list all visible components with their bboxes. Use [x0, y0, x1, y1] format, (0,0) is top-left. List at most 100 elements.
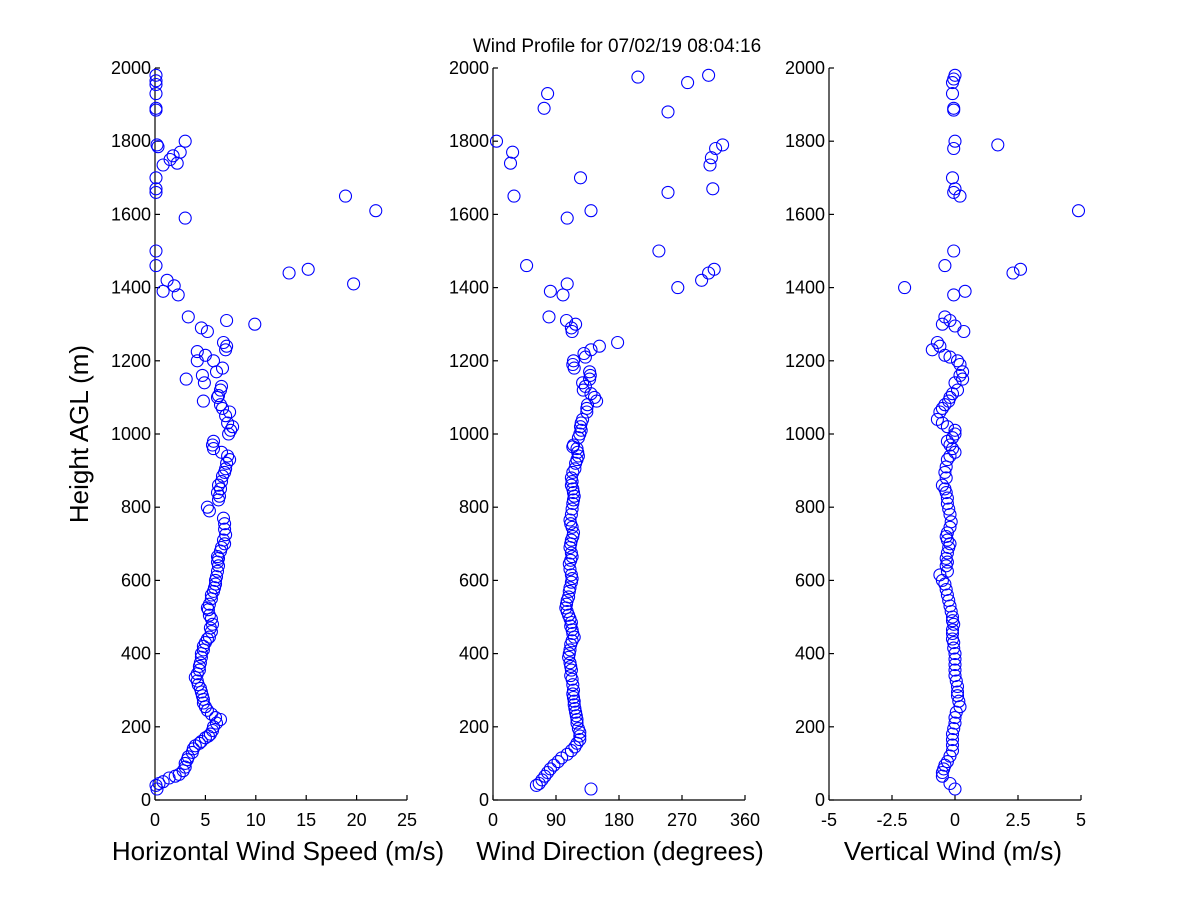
data-point: [220, 313, 234, 328]
data-point: [209, 716, 224, 730]
data-point: [945, 387, 960, 401]
data-points: [489, 68, 730, 796]
data-point: [947, 722, 961, 736]
data-point: [944, 604, 958, 619]
data-point: [695, 273, 709, 287]
data-point: [202, 597, 216, 611]
data-point: [188, 739, 202, 753]
data-point: [925, 343, 939, 357]
data-point: [190, 345, 204, 359]
data-point: [652, 244, 666, 258]
x-tick-label: 15: [296, 810, 316, 830]
data-point: [1071, 204, 1086, 218]
data-point: [185, 745, 199, 759]
data-point: [949, 674, 963, 688]
data-point: [204, 588, 218, 602]
data-point: [221, 449, 235, 463]
x-tick-label: 5: [200, 810, 210, 830]
data-point: [560, 211, 574, 225]
data-point: [661, 105, 675, 119]
x-tick-label: 25: [397, 810, 417, 830]
data-point: [565, 672, 579, 686]
data-point: [945, 442, 960, 456]
data-point: [947, 636, 961, 650]
data-point: [218, 522, 232, 536]
y-tick-label: 400: [459, 644, 489, 664]
data-point: [584, 204, 598, 218]
data-point: [167, 279, 181, 293]
data-point: [489, 134, 504, 148]
data-point: [152, 776, 166, 791]
data-point: [503, 156, 518, 170]
data-point: [202, 504, 216, 518]
x-tick-label: 2.5: [1005, 810, 1030, 830]
data-point: [942, 394, 956, 408]
y-tick-label: 1200: [111, 351, 151, 371]
data-point: [542, 310, 556, 324]
data-point: [947, 244, 961, 258]
y-tick-label: 0: [141, 790, 151, 810]
data-point: [149, 185, 163, 199]
data-point: [661, 185, 675, 199]
data-point: [706, 182, 720, 196]
data-point: [218, 537, 232, 551]
data-point: [569, 456, 583, 470]
y-tick-label: 1800: [449, 131, 489, 151]
data-point: [564, 575, 578, 589]
data-point: [564, 637, 578, 652]
data-point: [943, 438, 957, 452]
data-point: [196, 394, 210, 408]
data-point: [565, 502, 579, 516]
data-point: [218, 517, 232, 531]
data-point: [149, 103, 163, 117]
data-point: [170, 156, 184, 170]
data-point: [956, 372, 970, 386]
x-tick-label: 90: [546, 810, 566, 830]
y-tick-label: 200: [121, 717, 151, 737]
data-point: [507, 189, 521, 203]
y-tick-label: 1400: [449, 278, 489, 298]
data-point: [218, 465, 232, 479]
data-point: [935, 401, 949, 415]
data-point: [671, 281, 685, 295]
data-point: [150, 138, 164, 152]
y-tick-label: 1000: [449, 424, 489, 444]
data-point: [151, 140, 165, 154]
data-point: [196, 696, 210, 710]
data-point: [938, 465, 952, 479]
data-point: [948, 427, 962, 441]
data-point: [958, 284, 972, 298]
y-tick-label: 1800: [785, 131, 825, 151]
data-point: [171, 288, 185, 302]
data-point: [206, 584, 221, 598]
data-point: [176, 764, 190, 778]
data-point: [940, 533, 954, 547]
data-point: [150, 782, 164, 796]
data-point: [188, 670, 202, 684]
data-point: [948, 663, 962, 677]
y-tick-label: 2000: [111, 58, 151, 78]
data-point: [216, 335, 231, 350]
data-point: [707, 262, 721, 276]
x-tick-label: 270: [667, 810, 697, 830]
data-point: [149, 171, 163, 185]
data-point: [945, 610, 960, 624]
data-point: [945, 171, 960, 185]
data-point: [200, 324, 214, 339]
data-point: [220, 456, 234, 470]
data-point: [190, 354, 204, 368]
data-point: [210, 564, 225, 578]
panel-3: 0 200 400 600 800 1000 1200 1400 1600 1800 2000 -5 -…: [785, 58, 1086, 866]
data-point: [223, 453, 237, 467]
data-point: [532, 776, 546, 791]
data-point: [940, 491, 954, 505]
data-point: [948, 711, 962, 725]
data-point: [953, 368, 967, 382]
data-point: [939, 486, 953, 500]
data-point: [562, 584, 576, 598]
data-point: [564, 663, 578, 677]
panel-1: 0 200 400 600 800 1000 1200 1400 1600 1800 2000 0 5 1…: [64, 58, 444, 866]
data-point: [208, 573, 223, 587]
x-tick-label: -2.5: [876, 810, 907, 830]
data-point: [210, 390, 225, 404]
